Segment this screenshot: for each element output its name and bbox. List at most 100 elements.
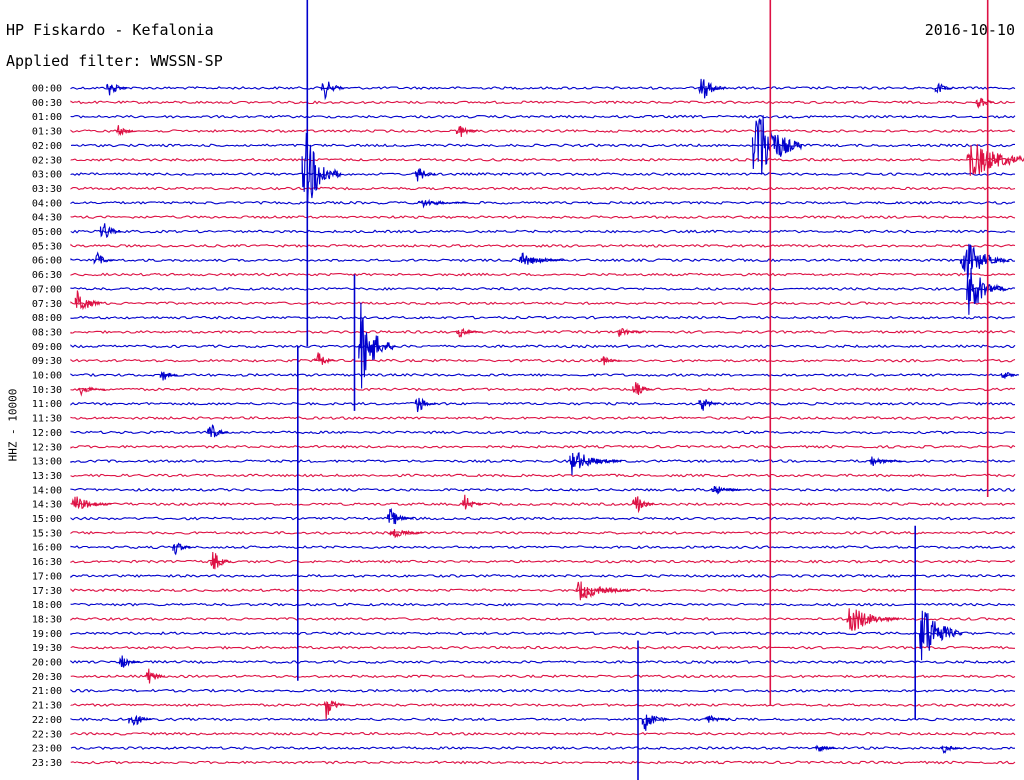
time-tick-label: 17:30 (32, 586, 62, 597)
time-tick-label: 03:00 (32, 170, 62, 181)
event-mark (389, 529, 424, 539)
trace-row-1600 (70, 545, 1016, 550)
time-tick-label: 02:00 (32, 141, 62, 152)
time-tick-label: 23:30 (32, 758, 62, 769)
event-mark (358, 302, 396, 389)
event-mark (869, 456, 902, 466)
trace-row-1530 (70, 530, 1016, 535)
trace-row-1330 (70, 473, 1016, 478)
trace-row-1030 (70, 387, 1016, 392)
event-mark (975, 97, 995, 109)
event-mark (99, 223, 122, 239)
time-tick-label: 01:00 (32, 112, 62, 123)
time-tick-label: 16:00 (32, 543, 62, 554)
trace-row-0400 (70, 200, 1016, 205)
trace-row-1000 (70, 372, 1016, 378)
trace-row-2000 (70, 660, 1016, 664)
event-mark (118, 655, 141, 669)
event-mark (414, 397, 437, 413)
time-tick-label: 20:00 (32, 658, 62, 669)
time-tick-label: 02:30 (32, 155, 62, 166)
time-tick-label: 11:30 (32, 414, 62, 425)
date-label: 2016-10-10 (924, 21, 1015, 39)
time-tick-label: 04:00 (32, 198, 62, 209)
trace-row-0000 (70, 86, 1016, 90)
event-mark (128, 714, 153, 726)
trace-row-2300 (70, 746, 1016, 751)
event-mark (323, 700, 345, 720)
time-tick-label: 00:30 (32, 98, 62, 109)
trace-row-0830 (70, 329, 1016, 334)
time-tick-label: 07:30 (32, 299, 62, 310)
event-mark (74, 290, 103, 311)
trace-row-1800 (70, 602, 1016, 607)
trace-row-1500 (70, 516, 1016, 521)
time-tick-label: 08:30 (32, 327, 62, 338)
event-mark (600, 356, 622, 366)
event-mark (106, 83, 128, 96)
trace-row-2230 (70, 731, 1016, 736)
trace-row-0730 (70, 301, 1016, 306)
trace-row-0430 (70, 215, 1016, 220)
trace-row-0330 (70, 186, 1016, 191)
time-tick-label: 01:30 (32, 127, 62, 138)
trace-row-2330 (70, 760, 1016, 765)
trace-row-1930 (70, 645, 1015, 650)
time-tick-label: 14:30 (32, 500, 62, 511)
time-tick-label: 13:00 (32, 457, 62, 468)
station-title: HP Fiskardo - Kefalonia (6, 21, 214, 39)
time-tick-label: 19:00 (32, 629, 62, 640)
event-mark (320, 81, 345, 101)
event-mark (159, 371, 178, 381)
time-tick-label: 19:30 (32, 643, 62, 654)
trace-row-0230 (70, 157, 1016, 162)
time-tick-label: 20:30 (32, 672, 62, 683)
time-tick-label: 11:00 (32, 399, 62, 410)
time-tick-labels: 00:00 00:30 01:00 01:30 02:00 02:30 03:00 03:30… (32, 84, 62, 769)
event-mark (414, 167, 436, 182)
event-mark (144, 668, 166, 684)
time-tick-label: 05:30 (32, 241, 62, 252)
trace-row-1130 (70, 416, 1016, 420)
trace-row-0030 (70, 100, 1016, 105)
time-tick-label: 00:00 (32, 84, 62, 95)
time-tick-label: 09:30 (32, 356, 62, 367)
event-mark (575, 581, 635, 601)
trace-row-1230 (70, 444, 1016, 449)
event-mark (918, 610, 963, 661)
trace-row-2100 (70, 688, 1016, 693)
event-mark (966, 267, 1007, 315)
time-tick-label: 22:00 (32, 715, 62, 726)
trace-row-1300 (70, 459, 1016, 464)
event-mark (569, 452, 622, 476)
trace-row-0800 (70, 315, 1016, 320)
time-tick-label: 05:00 (32, 227, 62, 238)
event-mark (641, 714, 670, 731)
event-mark (966, 144, 1024, 176)
event-mark (518, 252, 566, 265)
time-tick-label: 22:30 (32, 729, 62, 740)
event-mark (616, 327, 644, 337)
time-tick-label: 07:00 (32, 284, 62, 295)
event-mark (934, 82, 953, 94)
filter-label: Applied filter: WWSSN-SP (6, 52, 223, 70)
event-mark (814, 744, 837, 752)
event-mark (115, 125, 137, 137)
event-mark (1000, 372, 1020, 379)
time-tick-label: 21:30 (32, 701, 62, 712)
event-mark (704, 714, 730, 723)
time-tick-label: 14:00 (32, 485, 62, 496)
trace-row-0700 (70, 286, 1016, 291)
event-marks (71, 78, 1024, 754)
event-mark (93, 251, 115, 265)
time-tick-label: 12:30 (32, 442, 62, 453)
trace-row-0900 (70, 344, 1016, 349)
trace-row-1430 (70, 502, 1016, 507)
trace-row-0500 (70, 229, 1016, 234)
trace-row-1730 (70, 588, 1016, 593)
event-mark (959, 243, 1010, 279)
time-tick-label: 13:30 (32, 471, 62, 482)
event-mark (77, 386, 106, 397)
time-tick-label: 21:00 (32, 686, 62, 697)
time-tick-label: 15:00 (32, 514, 62, 525)
